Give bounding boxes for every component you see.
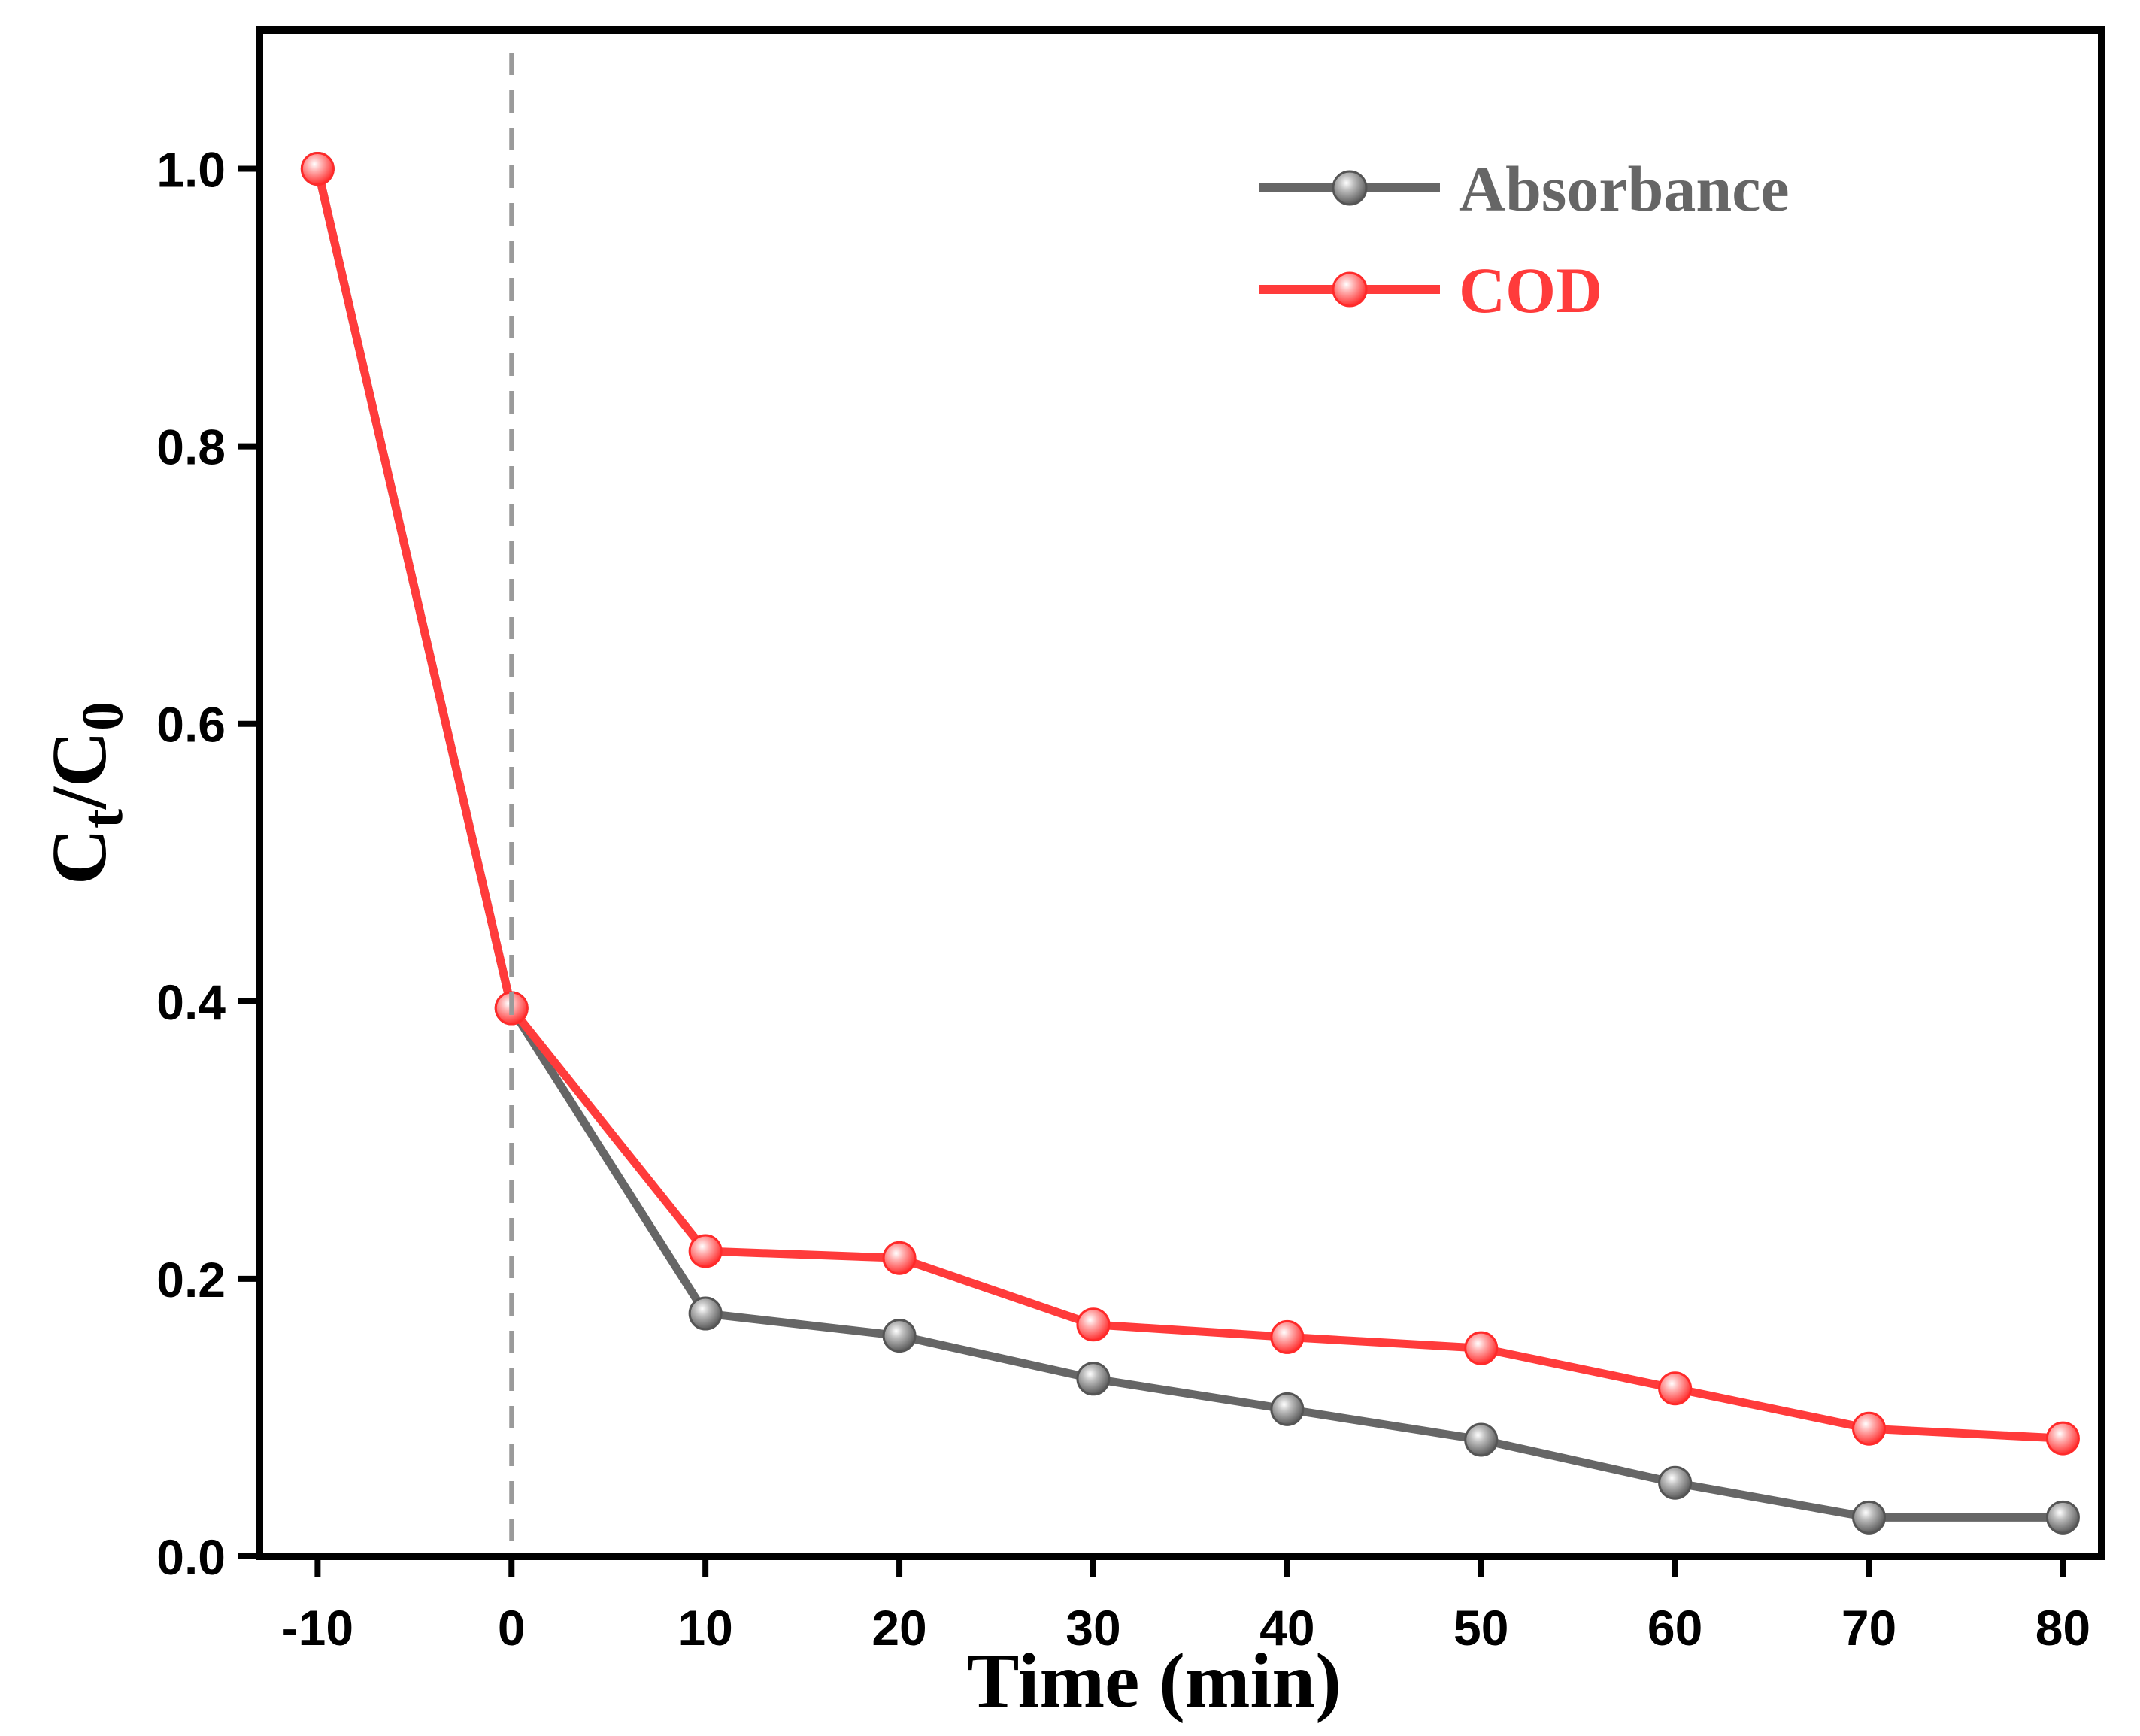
legend-label-cod: COD [1459,254,1602,326]
data-point-absorbance [688,1296,723,1331]
x-tick-label: 0 [498,1600,526,1656]
data-point-cod [1270,1319,1305,1354]
series-line-absorbance [314,168,2063,1522]
y-axis-title-sub-t: t [69,809,135,829]
legend: Absorbance COD [1259,153,1790,326]
y-axis-title-sub-0: 0 [69,701,135,731]
y-tick-label: 0.0 [156,1529,226,1585]
data-point-absorbance [1464,1422,1499,1457]
plot-frame [256,26,2105,1560]
y-tick-label: 1.0 [156,142,226,198]
data-point-absorbance [1076,1362,1111,1396]
series-absorbance [300,152,2080,1535]
y-tick-label: 0.2 [156,1252,226,1307]
y-axis-title-c: C [36,829,123,885]
y-tick-label: 0.6 [156,697,226,753]
data-point-cod [1658,1371,1693,1406]
data-point-cod [882,1241,917,1275]
data-point-absorbance [1270,1392,1305,1426]
x-tick-label: 70 [1841,1600,1896,1656]
y-axis-title-slash: / [36,786,123,810]
x-tick-label: 40 [1259,1600,1314,1656]
data-point-absorbance [1852,1500,1887,1535]
data-point-absorbance [2045,1500,2080,1535]
data-point-cod [2045,1421,2080,1456]
data-point-cod [1464,1331,1499,1365]
x-tick-label: 10 [677,1600,732,1656]
x-tick-label: 50 [1453,1600,1508,1656]
x-axis-title: Time (min) [967,1638,1341,1724]
x-axis-ticks: -10 0 10 20 30 40 50 60 70 80 [282,1556,2090,1656]
data-point-cod [1076,1307,1111,1342]
x-tick-label: -10 [282,1600,353,1656]
x-tick-label: 60 [1647,1600,1702,1656]
series-cod [300,152,2080,1456]
y-axis-title: Ct/C0 [36,701,135,885]
legend-label-absorbance: Absorbance [1459,153,1790,225]
data-point-cod [300,152,335,186]
y-tick-label: 0.8 [156,420,226,475]
x-tick-label: 30 [1065,1600,1120,1656]
series-layer [300,152,2080,1535]
x-tick-label: 20 [871,1600,926,1656]
legend-item-absorbance: Absorbance [1259,153,1790,225]
svg-text:Ct/C0: Ct/C0 [36,701,135,885]
data-point-cod [1852,1411,1887,1446]
y-tick-label: 0.4 [156,974,226,1030]
data-point-cod [688,1234,723,1268]
data-point-absorbance [1658,1465,1693,1500]
y-axis-title-c0: C [36,731,123,787]
y-axis-ticks: 0.0 0.2 0.4 0.6 0.8 1.0 [156,142,259,1585]
legend-marker-absorbance [1332,170,1368,206]
x-tick-label: 80 [2035,1600,2090,1656]
legend-marker-cod [1332,271,1368,308]
series-line-cod [314,168,2063,1443]
data-point-absorbance [882,1319,917,1353]
legend-item-cod: COD [1259,254,1602,326]
